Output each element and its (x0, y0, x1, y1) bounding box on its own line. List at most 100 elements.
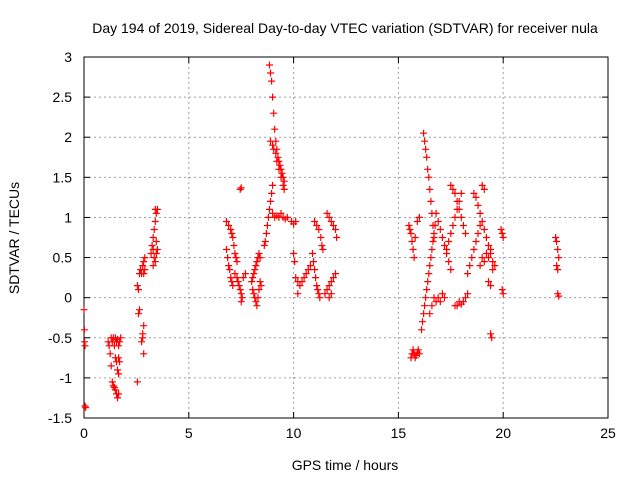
data-point (149, 234, 157, 241)
data-point (266, 205, 273, 213)
data-point (436, 226, 444, 233)
data-point (443, 246, 451, 253)
data-point (225, 262, 233, 270)
data-point (318, 242, 326, 249)
data-point (552, 234, 560, 241)
data-point (554, 266, 562, 274)
data-point (223, 218, 230, 225)
data-point (436, 298, 444, 306)
data-point (480, 226, 488, 233)
data-point (230, 242, 238, 249)
data-point (114, 394, 121, 402)
data-point (459, 298, 467, 306)
data-point (236, 286, 244, 294)
data-point (228, 230, 236, 237)
data-point (248, 278, 256, 286)
data-point (229, 282, 237, 290)
data-point (223, 246, 230, 253)
data-point (115, 354, 123, 362)
data-point (267, 197, 274, 205)
data-point (482, 250, 490, 257)
data-point (332, 226, 339, 233)
data-points (80, 61, 563, 412)
data-point (283, 213, 291, 221)
data-point (148, 242, 156, 249)
data-point (327, 290, 335, 298)
data-point (470, 246, 478, 253)
data-point (252, 298, 260, 306)
data-point (276, 161, 284, 169)
data-point (428, 246, 436, 253)
data-point (141, 266, 149, 274)
data-point (238, 294, 246, 302)
data-point (239, 274, 247, 282)
data-point (424, 165, 432, 173)
data-point (302, 270, 310, 278)
data-point (472, 193, 480, 201)
data-point (254, 294, 262, 302)
x-axis-label: GPS time / hours (292, 457, 399, 473)
data-point (462, 230, 469, 237)
data-point (553, 262, 561, 270)
data-point (269, 93, 277, 101)
data-point (449, 185, 457, 193)
y-tick-labels: -1.5 -1 -0.5 0 0.5 1 1.5 2 2.5 3 (48, 49, 72, 426)
data-point (115, 342, 123, 350)
data-point (489, 266, 497, 274)
data-point (149, 262, 157, 270)
data-point (451, 213, 459, 221)
data-point (115, 370, 123, 378)
data-point (296, 282, 304, 290)
data-point (329, 274, 337, 282)
data-point (405, 222, 413, 229)
data-point (237, 184, 245, 192)
data-point (272, 149, 280, 157)
data-point (280, 185, 288, 193)
data-point (441, 242, 448, 249)
data-point (151, 205, 159, 213)
y-tick-label: 2 (64, 129, 72, 145)
data-point (270, 145, 278, 153)
data-point (420, 310, 428, 318)
data-point (438, 290, 446, 298)
data-point (321, 290, 329, 298)
data-point (453, 302, 461, 310)
data-point (256, 278, 264, 286)
data-point (422, 145, 430, 153)
data-point (498, 286, 506, 294)
data-point (277, 209, 285, 217)
data-point (327, 278, 335, 286)
data-point (421, 137, 429, 145)
data-point (485, 278, 492, 286)
data-point (267, 69, 274, 77)
x-tick-label: 10 (286, 425, 302, 441)
data-point (415, 213, 423, 221)
data-point (410, 254, 418, 262)
data-point (261, 238, 269, 245)
data-point (429, 238, 437, 245)
data-point (424, 278, 432, 286)
data-point (140, 258, 148, 266)
data-point (264, 213, 272, 221)
data-point (108, 378, 116, 386)
data-point (111, 386, 119, 394)
data-point (140, 270, 148, 278)
data-point (555, 254, 563, 262)
data-point (140, 350, 148, 358)
data-point (116, 358, 124, 366)
data-point (430, 230, 438, 237)
y-tick-label: 3 (64, 49, 72, 65)
data-point (138, 338, 146, 346)
data-point (231, 250, 239, 257)
data-point (489, 258, 497, 266)
data-point (151, 258, 159, 266)
data-point (294, 290, 302, 298)
data-point (455, 205, 463, 213)
data-point (233, 258, 241, 266)
data-point (462, 294, 469, 302)
data-point (311, 218, 319, 225)
data-point (406, 226, 414, 233)
data-point (266, 61, 273, 69)
data-point (133, 282, 141, 290)
